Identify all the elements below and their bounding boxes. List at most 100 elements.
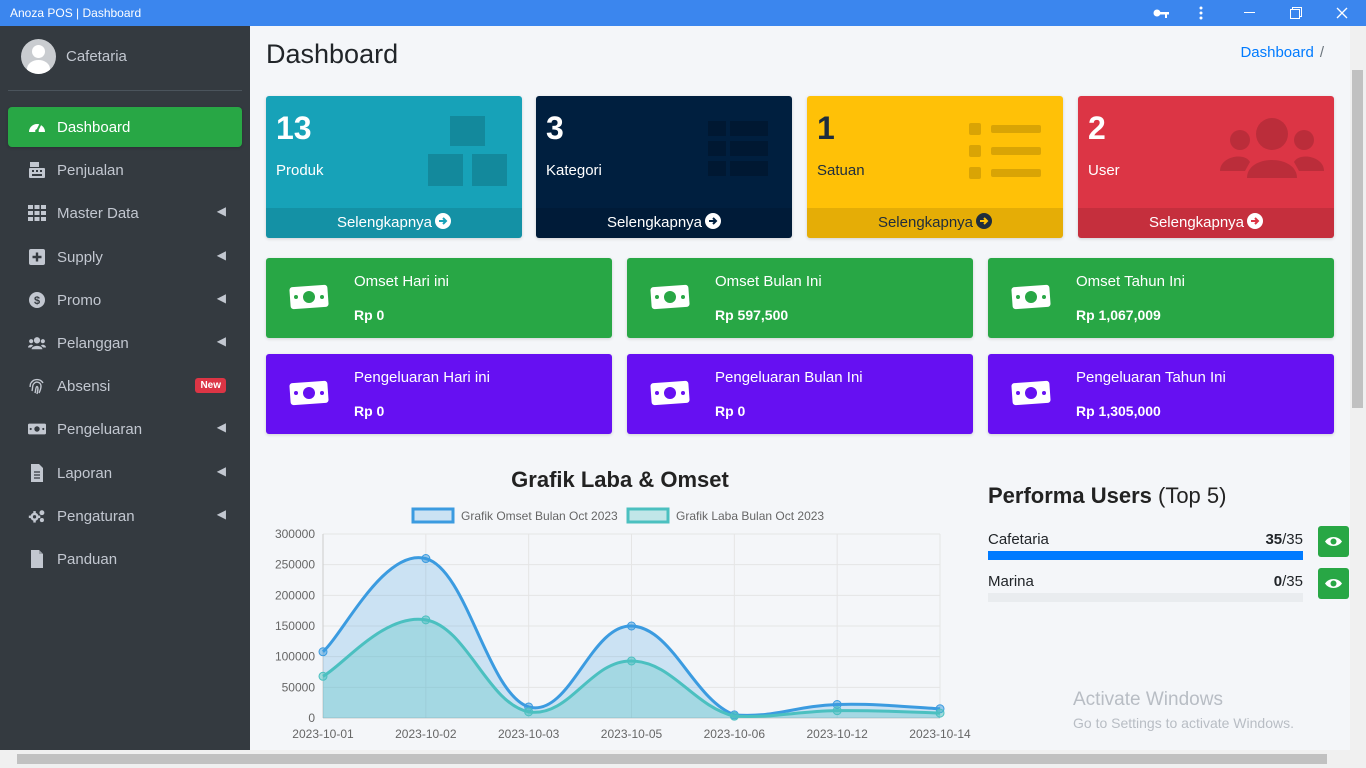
performa-progress xyxy=(988,551,1303,560)
money-bill-icon xyxy=(1011,380,1051,406)
boxes-icon xyxy=(428,116,507,186)
data-point xyxy=(421,554,431,564)
chart-laba-omset: 300000 250000 200000 150000 100000 50000 0 2023… xyxy=(275,507,971,741)
sidebar-item-label: Absensi xyxy=(57,378,111,396)
money-bill-icon xyxy=(650,380,690,406)
small-box-label: Produk xyxy=(276,162,324,179)
more-info-label: Selengkapnya xyxy=(877,214,974,231)
x-tick-label: 2023-10-12 xyxy=(806,727,868,741)
small-box-satuan: 1 Satuan Selengkapnya xyxy=(807,96,1063,238)
fingerprint-icon xyxy=(29,379,44,395)
scrollbar-thumb[interactable] xyxy=(1352,70,1363,408)
view-user-button[interactable] xyxy=(1318,568,1349,599)
y-tick-label: 200000 xyxy=(275,588,315,602)
data-point xyxy=(935,708,945,718)
sidebar-item-label: Pelanggan xyxy=(57,334,129,352)
sidebar-item-dashboard[interactable]: Dashboard xyxy=(8,107,242,147)
breadcrumb-link[interactable]: Dashboard xyxy=(1240,44,1314,61)
money-bill-icon xyxy=(289,380,329,406)
sidebar-item-label: Panduan xyxy=(57,550,118,568)
x-tick-label: 2023-10-01 xyxy=(292,727,354,741)
performa-total: /35 xyxy=(1282,531,1303,548)
money-bill-icon xyxy=(289,284,329,310)
sidebar-item-supply[interactable]: Supply ◀ xyxy=(8,237,242,277)
sidebar-item-penjualan[interactable]: Penjualan xyxy=(8,150,242,190)
kebab-menu-icon[interactable] xyxy=(1181,0,1221,26)
sidebar-item-master-data[interactable]: Master Data ◀ xyxy=(8,193,242,233)
vertical-scrollbar[interactable] xyxy=(1350,26,1366,750)
info-box-label: Omset Tahun Ini xyxy=(1076,273,1185,290)
performa-progress-fill xyxy=(988,551,1303,560)
legend-label: Grafik Omset Bulan Oct 2023 xyxy=(461,509,618,523)
info-box-pengeluaran-hari: Pengeluaran Hari ini Rp 0 xyxy=(266,354,612,434)
small-box-number: 1 xyxy=(817,110,835,146)
file-icon xyxy=(31,549,43,568)
sidebar-item-pelanggan[interactable]: Pelanggan ◀ xyxy=(8,323,242,363)
th-icon xyxy=(708,121,768,176)
data-point xyxy=(627,621,636,631)
info-box-label: Omset Bulan Ini xyxy=(715,273,822,290)
info-box-omset-bulan: Omset Bulan Ini Rp 597,500 xyxy=(627,258,973,338)
performa-progress xyxy=(988,593,1303,602)
watermark-line2: Go to Settings to activate Windows. xyxy=(1073,715,1294,731)
user-name[interactable]: Cafetaria xyxy=(66,48,127,65)
info-box-value: Rp 0 xyxy=(354,403,385,419)
info-box-pengeluaran-bulan: Pengeluaran Bulan Ini Rp 0 xyxy=(627,354,973,434)
small-box-produk: 13 Produk Selengkapnya xyxy=(266,96,522,238)
minimize-button[interactable] xyxy=(1230,0,1270,26)
data-point xyxy=(627,656,636,666)
file-text-icon xyxy=(31,463,43,482)
info-box-label: Omset Hari ini xyxy=(354,273,450,290)
sidebar-item-label: Pengaturan xyxy=(57,507,135,525)
sidebar-item-promo[interactable]: $ Promo ◀ xyxy=(8,280,242,320)
key-icon[interactable] xyxy=(1141,0,1181,26)
sidebar-item-pengeluaran[interactable]: Pengeluaran ◀ xyxy=(8,409,242,449)
more-info-link[interactable]: Selengkapnya xyxy=(807,208,1063,238)
sidebar-item-absensi[interactable]: Absensi New xyxy=(8,366,242,406)
money-bill-icon xyxy=(28,423,46,435)
performa-user-name: Cafetaria xyxy=(988,531,1049,548)
view-user-button[interactable] xyxy=(1318,526,1349,557)
scrollbar-thumb[interactable] xyxy=(17,754,1327,764)
close-button[interactable] xyxy=(1322,0,1362,26)
data-point xyxy=(318,647,328,657)
window-titlebar: Anoza POS | Dashboard xyxy=(0,0,1366,26)
performa-total: /35 xyxy=(1282,573,1303,590)
users-icon xyxy=(28,337,46,350)
breadcrumb: Dashboard / xyxy=(1240,44,1324,61)
y-tick-label: 150000 xyxy=(275,619,315,633)
restore-button[interactable] xyxy=(1276,0,1316,26)
arrow-circle-right-icon xyxy=(976,213,993,229)
more-info-label: Selengkapnya xyxy=(1148,214,1245,231)
new-badge: New xyxy=(195,378,226,394)
info-box-value: Rp 1,305,000 xyxy=(1076,403,1161,419)
arrow-circle-right-icon xyxy=(1247,213,1264,229)
x-tick-label: 2023-10-06 xyxy=(704,727,766,741)
user-panel[interactable]: Cafetaria xyxy=(8,26,242,91)
data-point xyxy=(729,711,739,721)
y-tick-label: 100000 xyxy=(275,650,315,664)
sidebar-item-panduan[interactable]: Panduan xyxy=(8,539,242,579)
avatar[interactable] xyxy=(21,39,56,74)
chevron-left-icon: ◀ xyxy=(216,463,226,478)
x-tick-label: 2023-10-02 xyxy=(395,727,457,741)
legend-swatch xyxy=(626,507,670,524)
more-info-link[interactable]: Selengkapnya xyxy=(266,208,522,238)
performa-done: 0 xyxy=(1273,573,1283,590)
more-info-label: Selengkapnya xyxy=(606,214,703,231)
performa-user-score: 0/35 xyxy=(1274,573,1303,590)
sidebar-item-pengaturan[interactable]: Pengaturan ◀ xyxy=(8,496,242,536)
data-point xyxy=(832,706,842,716)
info-box-value: Rp 597,500 xyxy=(715,307,789,323)
horizontal-scrollbar[interactable] xyxy=(0,750,1366,768)
breadcrumb-separator: / xyxy=(1319,44,1324,61)
sidebar-item-label: Laporan xyxy=(57,464,113,482)
more-info-link[interactable]: Selengkapnya xyxy=(536,208,792,238)
money-bill-icon xyxy=(650,284,690,310)
users-icon xyxy=(1220,118,1324,178)
cash-register-icon xyxy=(29,162,45,179)
info-box-label: Pengeluaran Hari ini xyxy=(354,369,490,386)
sidebar-item-laporan[interactable]: Laporan ◀ xyxy=(8,453,242,493)
more-info-link[interactable]: Selengkapnya xyxy=(1078,208,1334,238)
page-title: Dashboard xyxy=(266,39,399,69)
